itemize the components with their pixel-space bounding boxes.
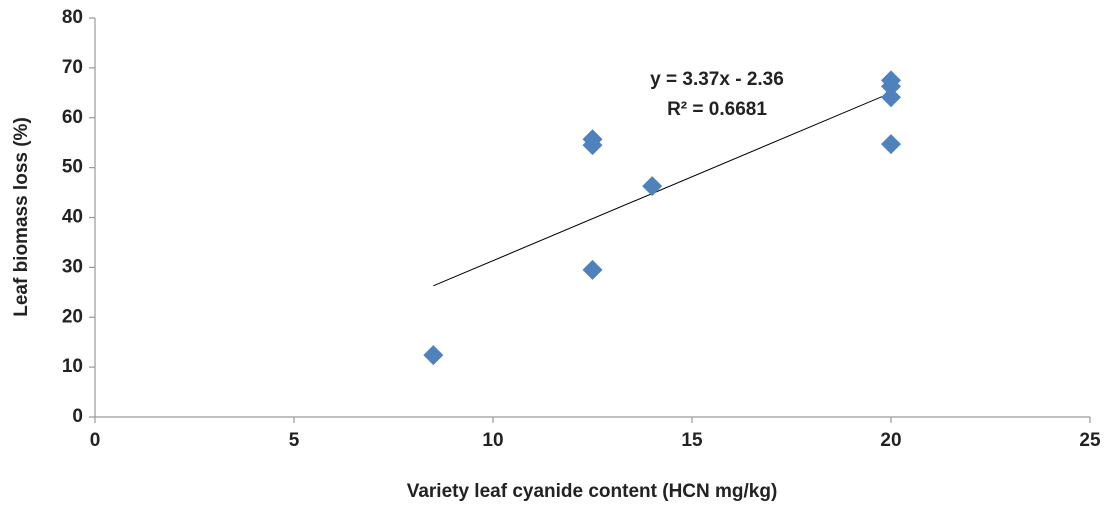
- y-tick-label: 10: [62, 356, 83, 377]
- y-tick-label: 60: [62, 107, 83, 128]
- x-axis-title: Variety leaf cyanide content (HCN mg/kg): [407, 481, 778, 502]
- y-tick-label: 80: [62, 7, 83, 28]
- data-point: [582, 135, 603, 156]
- trendline: [433, 92, 892, 287]
- y-tick-label: 50: [62, 157, 83, 178]
- y-tick-label: 30: [62, 256, 83, 277]
- y-tick-label: 70: [62, 57, 83, 78]
- r-squared: R² = 0.6681: [667, 99, 767, 120]
- x-tick-label: 0: [90, 430, 101, 451]
- data-point: [881, 76, 901, 97]
- x-tick-label: 15: [681, 430, 703, 451]
- y-tick-label: 40: [62, 207, 83, 228]
- data-point: [423, 345, 444, 366]
- data-point: [881, 134, 901, 155]
- data-point: [642, 176, 663, 197]
- data-point: [582, 259, 603, 280]
- y-tick-label: 0: [72, 406, 83, 427]
- x-tick-label: 20: [880, 430, 901, 451]
- trendline-equation: y = 3.37x - 2.36: [650, 69, 784, 90]
- x-tick-label: 5: [289, 430, 300, 451]
- x-tick-label: 25: [1079, 430, 1101, 451]
- y-tick-label: 20: [62, 306, 83, 327]
- data-point: [881, 87, 901, 108]
- x-tick-label: 10: [482, 430, 503, 451]
- y-axis-title: Leaf biomass loss (%): [11, 117, 32, 317]
